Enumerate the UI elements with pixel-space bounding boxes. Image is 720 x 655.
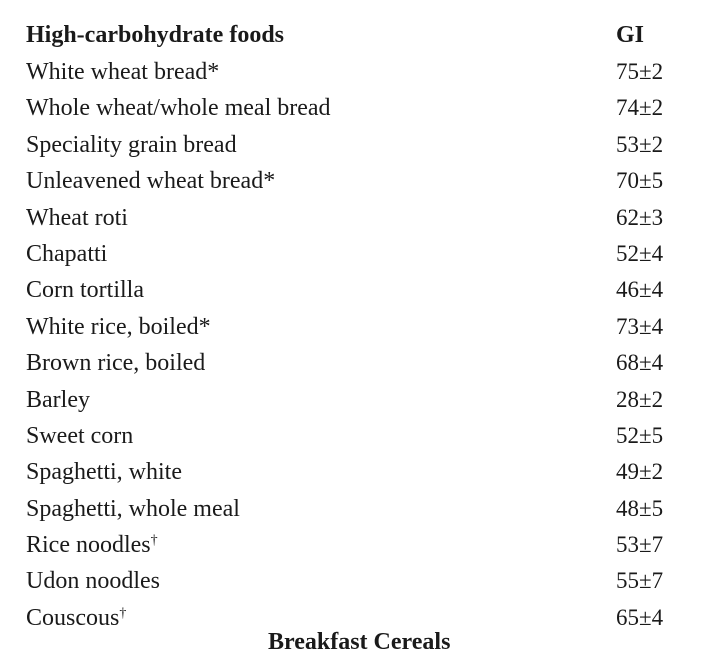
food-name-text: Brown rice, boiled [26,350,206,377]
food-name-text: Spaghetti, white [26,459,182,486]
table-row: White wheat bread* 75±2 [26,54,696,90]
gi-value: 52±5 [616,422,664,448]
gi-value: 74±2 [616,95,664,121]
gi-value: 46±4 [616,277,664,303]
food-name: Speciality grain bread [26,127,237,163]
table-row: Spaghetti, whole meal 48±5 [26,491,696,527]
food-name: Spaghetti, whole meal [26,491,240,527]
footnote-mark: † [119,605,127,621]
table-row: Barley 28±2 [26,382,696,418]
gi-value: 53±2 [616,131,664,157]
table-header: High-carbohydrate foods GI [26,16,696,54]
food-name: Spaghetti, white [26,454,182,490]
food-name: Unleavened wheat bread* [26,163,275,199]
gi-value: 53±7 [616,532,664,558]
food-name: Corn tortilla [26,272,144,308]
gi-value: 68±4 [616,350,664,376]
gi-value: 48±5 [616,495,664,521]
food-name-text: Whole wheat/whole meal bread [26,95,331,122]
food-name-text: Wheat roti [26,204,128,231]
food-name-text: White rice, boiled* [26,313,211,340]
food-column-header: High-carbohydrate foods [26,22,284,48]
food-name: White wheat bread* [26,54,219,90]
food-name: Brown rice, boiled [26,345,205,381]
food-name: Whole wheat/whole meal bread [26,90,331,126]
table-row: White rice, boiled* 73±4 [26,309,696,345]
food-name: Chapatti [26,236,107,272]
table-row: Udon noodles 55±7 [26,563,696,599]
gi-table: High-carbohydrate foods GI White wheat b… [26,16,696,636]
footnote-mark: † [150,533,158,549]
food-name: Barley [26,382,90,418]
table-body: White wheat bread* 75±2 Whole wheat/whole … [26,54,696,636]
table-row: Speciality grain bread 53±2 [26,127,696,163]
food-name: Rice noodles† [26,527,158,563]
gi-value: 52±4 [616,240,664,266]
food-name: Udon noodles [26,563,160,599]
food-name: White rice, boiled* [26,309,211,345]
food-name-text: White wheat bread* [26,59,220,85]
food-name-text: Rice noodles [26,532,151,559]
table-row: Unleavened wheat bread* 70±5 [26,163,696,199]
gi-value: 70±5 [616,168,664,194]
food-name-text: Udon noodles [26,568,160,595]
food-name-text: Unleavened wheat bread* [26,168,276,195]
food-name-text: Barley [26,386,90,413]
food-name: Couscous† [26,600,126,636]
gi-value: 28±2 [616,386,664,412]
food-name-text: Spaghetti, whole meal [26,495,240,522]
table-row: Rice noodles† 53±7 [26,527,696,563]
gi-column-header: GI [616,22,645,48]
food-name: Wheat roti [26,200,128,236]
gi-value: 73±4 [616,313,664,339]
next-section-heading: Breakfast Cereals [268,629,451,655]
table-row: Spaghetti, white 49±2 [26,454,696,490]
gi-value: 62±3 [616,204,664,230]
gi-value: 49±2 [616,459,664,485]
table-row: Sweet corn 52±5 [26,418,696,454]
table-row: Corn tortilla 46±4 [26,272,696,308]
gi-value: 55±7 [616,568,664,594]
food-name-text: Sweet corn [26,422,134,449]
table-row: Wheat roti 62±3 [26,200,696,236]
table-row: Whole wheat/whole meal bread 74±2 [26,90,696,126]
table-row: Brown rice, boiled 68±4 [26,345,696,381]
food-name-text: Speciality grain bread [26,131,237,158]
gi-value: 75±2 [616,59,664,84]
gi-value: 65±4 [616,604,664,630]
food-name-text: Couscous [26,604,120,631]
food-name: Sweet corn [26,418,133,454]
food-name-text: Chapatti [26,240,108,267]
table-row: Chapatti 52±4 [26,236,696,272]
table-row: Couscous† 65±4 [26,600,696,636]
food-name-text: Corn tortilla [26,277,144,304]
